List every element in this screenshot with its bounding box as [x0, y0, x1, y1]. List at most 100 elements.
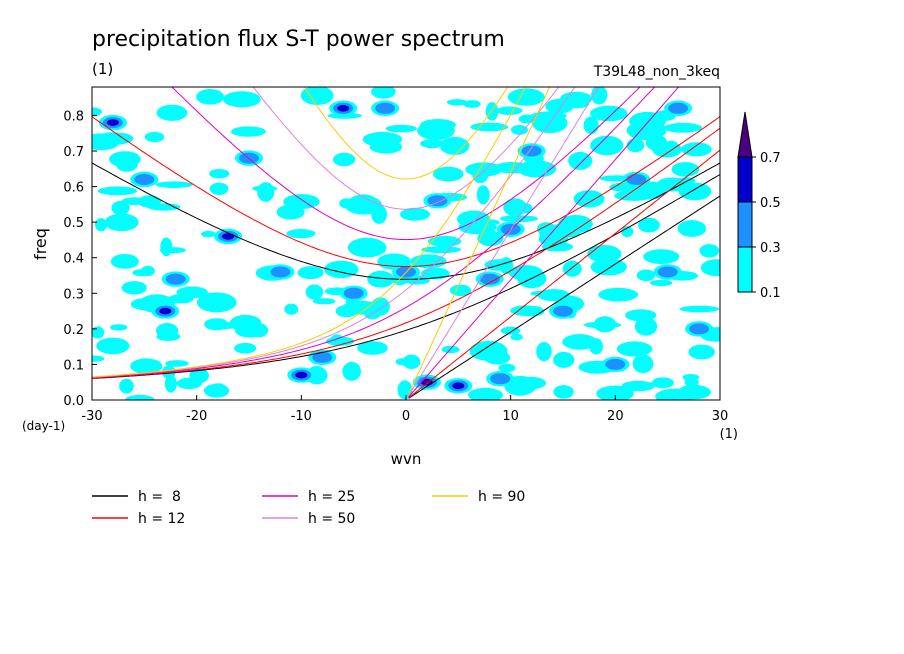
shade-cell-level-1	[650, 279, 673, 287]
shade-cell-level-1	[165, 360, 189, 367]
shade-cell-level-1	[335, 305, 358, 318]
legend-label: h = 12	[138, 511, 185, 527]
shade-cell-level-1	[470, 122, 509, 132]
shade-cell-level-1	[342, 361, 362, 381]
legend-label: h = 8	[138, 489, 181, 505]
shade-cell-level-1	[115, 156, 138, 172]
chart-subtitle-right: T39L48_non_3keq	[593, 64, 720, 80]
shade-blob-level-2	[343, 287, 364, 299]
shade-cell-level-1	[645, 134, 668, 151]
shade-cell-level-1	[92, 355, 105, 362]
shade-blob-level-2	[312, 351, 333, 363]
x-tick-label: -20	[186, 409, 207, 424]
colorbar-segment	[737, 246, 753, 293]
shade-cell-level-1	[682, 374, 700, 381]
shade-cell-level-1	[510, 333, 523, 341]
shade-blob-level-3	[295, 371, 308, 379]
shade-cell-level-1	[640, 219, 657, 231]
shade-blob-level-2	[165, 273, 186, 285]
y-tick-label: 0.3	[63, 287, 84, 302]
shade-cell-level-1	[433, 166, 464, 182]
colorbar-label: 0.1	[760, 286, 781, 301]
y-tick-label: 0.7	[63, 145, 84, 160]
shade-cell-level-1	[284, 303, 299, 315]
shade-blob-level-2	[479, 273, 500, 285]
shade-cell-level-1	[562, 334, 598, 350]
colorbar-segment	[737, 156, 753, 203]
y-unit-label: (day-1)	[22, 419, 65, 433]
shade-cell-level-1	[573, 190, 605, 208]
shade-blob-level-3	[452, 382, 465, 390]
shade-cell-level-1	[583, 321, 622, 329]
curve-ig-h8	[92, 162, 720, 280]
shade-cell-level-1	[520, 306, 545, 317]
shade-cell-level-1	[130, 298, 160, 311]
shade-cell-level-1	[463, 100, 481, 108]
legend-label: h = 90	[478, 489, 525, 505]
shade-cell-level-1	[210, 383, 227, 397]
shade-cell-level-1	[201, 230, 216, 238]
shade-cell-level-1	[92, 107, 102, 117]
shade-cell-level-1	[485, 102, 499, 121]
shade-cell-level-1	[671, 162, 700, 177]
curve-mrg-h90	[92, 87, 527, 378]
shade-cell-level-1	[591, 87, 608, 105]
chart-subtitle-left: (1)	[92, 60, 113, 78]
shade-blob-level-2	[427, 195, 448, 207]
shade-cell-level-1	[119, 378, 134, 394]
shade-cell-level-1	[231, 126, 266, 137]
x-axis-label: wvn	[391, 450, 422, 468]
shade-cell-level-1	[160, 237, 173, 257]
colorbar-segment	[737, 201, 753, 248]
curve-mrg-h8	[92, 174, 720, 379]
shade-cell-level-1	[700, 259, 720, 277]
shade-cell-level-1	[234, 342, 257, 354]
shade-cell-level-1	[395, 358, 410, 366]
shade-blob-level-3	[222, 233, 235, 240]
shade-cell-level-1	[196, 292, 237, 313]
curve-kelvin-h25	[408, 87, 680, 398]
shade-cell-level-1	[643, 249, 680, 265]
shade-blob-level-3	[337, 105, 350, 112]
shade-cell-level-1	[477, 230, 504, 247]
curve-mrg-h50	[92, 87, 576, 378]
colorbar-label: 0.5	[760, 196, 781, 211]
shade-cell-level-1	[446, 99, 468, 106]
shade-cell-level-1	[257, 182, 275, 202]
shade-cell-level-1	[156, 323, 179, 339]
shade-cell-level-1	[663, 122, 703, 133]
shade-cell-level-1	[496, 106, 523, 115]
shade-cell-level-1	[688, 344, 715, 360]
shade-cell-level-1	[110, 254, 139, 269]
shade-cell-level-1	[96, 337, 130, 355]
curve-ig-h25	[171, 87, 641, 241]
shade-blob-level-2	[657, 266, 678, 278]
curve-kelvin-h50	[408, 87, 600, 396]
shade-cell-level-1	[499, 215, 538, 223]
shade-cell-level-1	[598, 287, 639, 302]
shade-cell-level-1	[95, 218, 108, 232]
shade-blob-level-2	[375, 102, 396, 114]
chart-title: precipitation flux S-T power spectrum	[92, 27, 505, 52]
y-axis-ticks: 0.0 0.1 0.2 0.3 0.4 0.5 0.6 0.7 0.8	[63, 109, 97, 409]
shade-cell-level-1	[121, 281, 147, 295]
shade-cell-level-1	[511, 124, 528, 135]
shade-cell-level-1	[626, 138, 645, 153]
shade-cell-level-1	[428, 235, 462, 247]
dispersion-curves	[92, 87, 720, 399]
curve-ig-h90	[303, 87, 509, 180]
shade-cell-level-1	[367, 270, 395, 288]
curve-kelvin-h90	[408, 87, 551, 395]
shade-blob-level-4	[423, 380, 430, 385]
curve-kelvin-h12	[408, 149, 720, 399]
curve-ig-h12	[92, 116, 720, 267]
shade-cell-level-1	[476, 185, 490, 205]
shade-cell-level-1	[283, 194, 320, 210]
shade-cell-level-1	[634, 317, 658, 336]
shade-cell-level-1	[156, 104, 188, 121]
shade-cell-level-1	[125, 394, 155, 400]
shade-cell-level-1	[410, 254, 447, 269]
colorbar-label: 0.3	[760, 241, 781, 256]
shade-blob-level-3	[106, 119, 119, 126]
